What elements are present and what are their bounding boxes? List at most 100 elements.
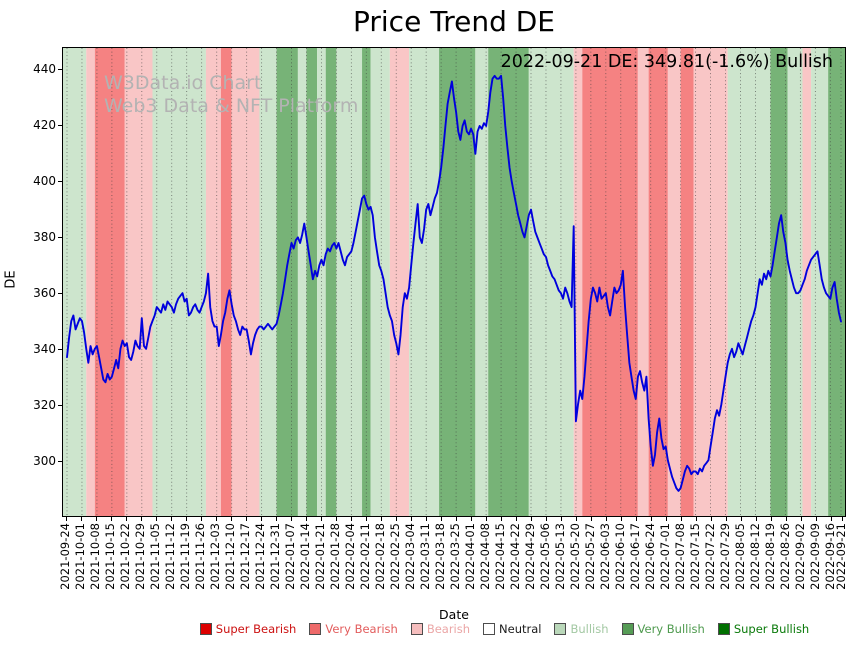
sentiment-band-very_bullish (325, 48, 337, 516)
x-tick-mark (95, 517, 97, 521)
sentiment-band-bullish (727, 48, 771, 516)
x-tick-mark (560, 517, 562, 521)
sentiment-band-very_bearish (680, 48, 694, 516)
legend-swatch-icon (483, 623, 496, 635)
legend-swatch-icon (309, 623, 322, 635)
x-tick-label: 2022-05-13 (553, 523, 568, 590)
chart-title: Price Trend DE (353, 5, 555, 38)
x-tick-mark (440, 517, 442, 521)
x-tick-mark (841, 517, 843, 521)
x-tick-mark (650, 517, 652, 521)
sentiment-band-bearish (637, 48, 649, 516)
y-tick-mark (58, 404, 62, 406)
x-tick-mark (815, 517, 817, 521)
price-line (66, 74, 842, 492)
legend-swatch-icon (199, 623, 212, 635)
legend-label: Super Bullish (733, 622, 810, 636)
sentiment-band-bearish (802, 48, 812, 516)
sentiment-band-very_bullish (770, 48, 788, 516)
x-tick-label: 2021-11-05 (148, 523, 162, 590)
x-tick-label: 2022-07-08 (673, 523, 688, 590)
x-tick-label: 2022-02-18 (373, 523, 388, 590)
y-tick-label: 420 (33, 118, 56, 132)
x-tick-mark (215, 517, 217, 521)
x-tick-label: 2022-02-25 (388, 523, 403, 590)
sentiment-band-bullish (152, 48, 206, 516)
x-tick-mark (605, 517, 607, 521)
x-tick-mark (230, 517, 232, 521)
x-axis-label: Date (439, 607, 469, 622)
x-tick-label: 2022-01-21 (313, 523, 328, 590)
x-tick-label: 2021-10-01 (73, 523, 87, 590)
x-tick-label: 2021-10-29 (133, 523, 147, 590)
x-tick-label: 2022-03-04 (403, 523, 418, 590)
sentiment-band-bearish (667, 48, 681, 516)
sentiment-band-bearish (86, 48, 95, 516)
x-tick-mark (770, 517, 772, 521)
x-tick-label: 2021-12-03 (208, 523, 223, 590)
x-tick-mark (200, 517, 202, 521)
sentiment-band-bullish (811, 48, 829, 516)
sentiment-band-very_bullish (306, 48, 318, 516)
sentiment-band-bullish (409, 48, 440, 516)
x-tick-label: 2022-08-12 (748, 523, 763, 590)
x-tick-mark (65, 517, 67, 521)
sentiment-band-very_bullish (362, 48, 371, 516)
y-tick-mark (58, 124, 62, 126)
x-tick-mark (545, 517, 547, 521)
y-tick-label: 400 (33, 174, 56, 188)
legend-label: Very Bullish (637, 622, 705, 636)
x-tick-mark (305, 517, 307, 521)
x-tick-label: 2022-08-26 (778, 523, 793, 590)
x-tick-mark (575, 517, 577, 521)
legend-label: Very Bearish (325, 622, 398, 636)
y-tick-label: 320 (33, 398, 56, 412)
sentiment-band-bullish (528, 48, 574, 516)
legend-item: Very Bullish (621, 622, 705, 636)
x-tick-label: 2021-12-31 (268, 523, 283, 590)
x-tick-label: 2022-06-03 (598, 523, 613, 590)
sentiment-band-bullish (259, 48, 277, 516)
x-tick-label: 2021-10-08 (88, 523, 102, 590)
x-tick-label: 2022-09-21 (834, 523, 848, 590)
legend-label: Bullish (570, 622, 609, 636)
x-tick-label: 2021-11-19 (178, 523, 192, 590)
x-tick-mark (380, 517, 382, 521)
y-tick-mark (58, 236, 62, 238)
sentiment-band-bearish (124, 48, 153, 516)
x-tick-mark (335, 517, 337, 521)
x-tick-mark (740, 517, 742, 521)
x-tick-mark (395, 517, 397, 521)
x-tick-label: 2022-02-04 (343, 523, 358, 590)
legend-swatch-icon (621, 623, 634, 635)
legend-item: Super Bullish (717, 622, 810, 636)
x-tick-mark (455, 517, 457, 521)
sentiment-band-very_bearish (648, 48, 668, 516)
sentiment-band-very_bearish (582, 48, 638, 516)
sentiment-band-bullish (475, 48, 489, 516)
x-tick-mark (425, 517, 427, 521)
x-tick-mark (320, 517, 322, 521)
sentiment-band-bearish (205, 48, 221, 516)
x-tick-label: 2022-04-08 (478, 523, 493, 590)
x-tick-mark (785, 517, 787, 521)
x-tick-label: 2022-07-22 (703, 523, 718, 590)
y-tick-label: 340 (33, 342, 56, 356)
legend-label: Super Bearish (215, 622, 297, 636)
x-tick-label: 2021-12-10 (223, 523, 238, 590)
x-tick-mark (125, 517, 127, 521)
x-tick-mark (755, 517, 757, 521)
x-tick-label: 2022-07-15 (688, 523, 703, 590)
y-tick-mark (58, 180, 62, 182)
x-tick-label: 2022-06-10 (613, 523, 628, 590)
x-tick-label: 2021-09-24 (58, 523, 72, 590)
y-tick-mark (58, 292, 62, 294)
legend-item: Bullish (554, 622, 609, 636)
chart-svg (63, 48, 845, 516)
x-tick-label: 2022-05-20 (568, 523, 583, 590)
sentiment-band-bullish (787, 48, 803, 516)
x-tick-label: 2022-09-09 (808, 523, 823, 590)
x-tick-label: 2022-05-27 (583, 523, 598, 590)
sentiment-band-bearish (573, 48, 583, 516)
x-tick-mark (680, 517, 682, 521)
